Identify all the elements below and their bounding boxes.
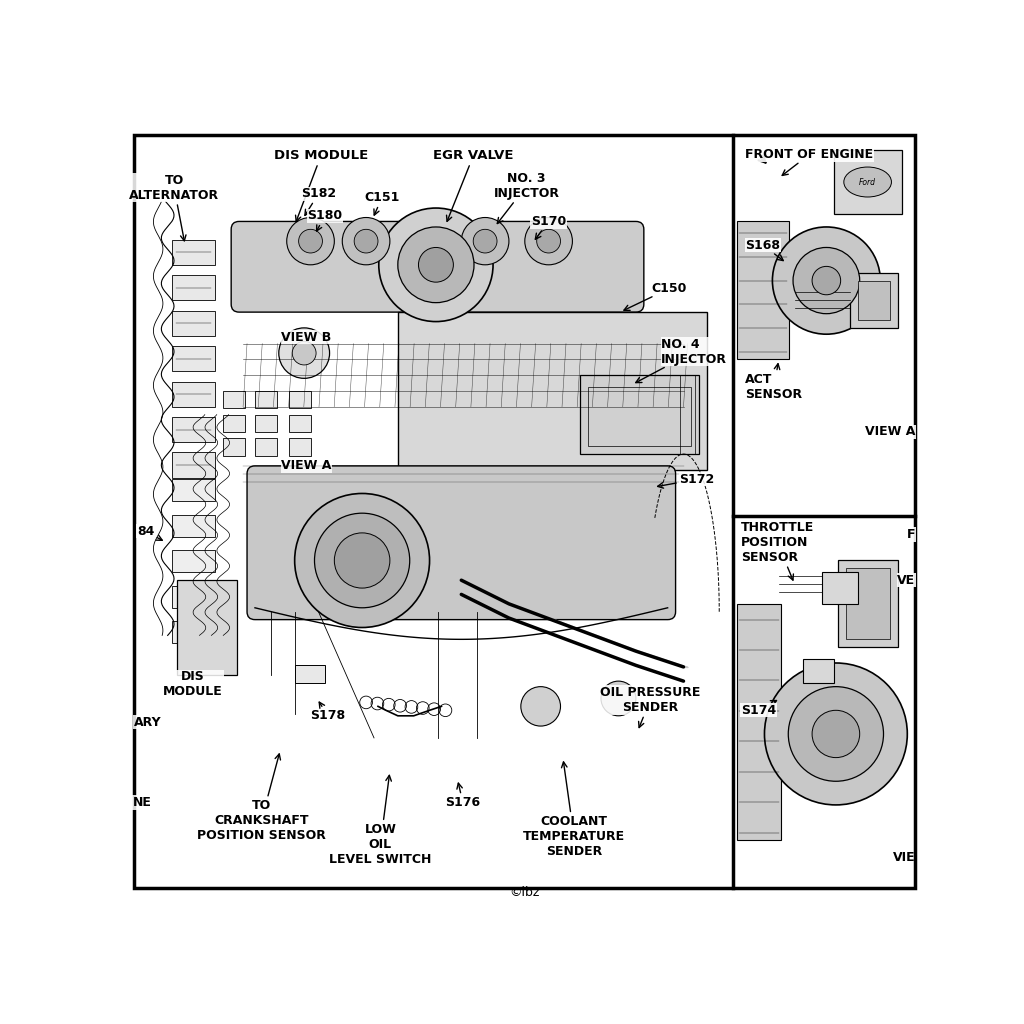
- Bar: [858, 281, 890, 319]
- Text: S176: S176: [445, 783, 480, 809]
- Bar: [289, 391, 311, 409]
- Circle shape: [397, 227, 474, 303]
- Bar: [850, 272, 898, 328]
- Bar: [172, 346, 215, 372]
- Bar: [255, 391, 278, 409]
- Circle shape: [287, 217, 334, 265]
- Bar: [172, 622, 215, 643]
- Text: C151: C151: [365, 191, 399, 215]
- Text: S178: S178: [310, 702, 345, 722]
- Text: NO. 4
INJECTOR: NO. 4 INJECTOR: [636, 338, 727, 383]
- Text: S174: S174: [740, 700, 776, 717]
- Bar: [846, 568, 890, 639]
- Bar: [172, 275, 215, 300]
- Bar: [822, 572, 858, 604]
- Bar: [172, 479, 215, 502]
- Text: S182: S182: [301, 187, 336, 215]
- Circle shape: [419, 248, 454, 283]
- Text: ARY: ARY: [134, 716, 162, 729]
- Text: VIE: VIE: [893, 851, 915, 864]
- Bar: [172, 515, 215, 537]
- Text: VIEW B: VIEW B: [282, 331, 332, 344]
- Bar: [835, 151, 902, 214]
- Text: S180: S180: [307, 210, 342, 231]
- Text: DIS
MODULE: DIS MODULE: [163, 671, 223, 698]
- Text: DIS MODULE: DIS MODULE: [273, 150, 368, 221]
- Bar: [172, 310, 215, 336]
- Circle shape: [379, 208, 494, 322]
- Text: Ford: Ford: [859, 177, 877, 186]
- Text: C150: C150: [624, 282, 687, 310]
- Circle shape: [812, 266, 841, 295]
- Bar: [839, 560, 898, 647]
- Circle shape: [461, 217, 509, 265]
- Circle shape: [793, 248, 860, 313]
- Text: VE: VE: [897, 573, 915, 587]
- Text: COOLANT
TEMPERATURE
SENDER: COOLANT TEMPERATURE SENDER: [523, 762, 625, 858]
- Bar: [172, 240, 215, 265]
- Bar: [255, 415, 278, 432]
- Text: NE: NE: [133, 796, 152, 809]
- Circle shape: [279, 328, 330, 378]
- Bar: [223, 438, 246, 456]
- Text: ACT
SENSOR: ACT SENSOR: [745, 364, 803, 401]
- Circle shape: [812, 711, 860, 758]
- Text: EGR VALVE: EGR VALVE: [433, 150, 513, 221]
- Bar: [177, 581, 237, 675]
- Text: 84: 84: [137, 525, 162, 541]
- Bar: [255, 438, 278, 456]
- Bar: [223, 391, 246, 409]
- Bar: [737, 604, 781, 841]
- Text: F: F: [906, 528, 915, 541]
- Text: S170: S170: [531, 215, 566, 240]
- Text: S172: S172: [657, 473, 715, 488]
- Bar: [737, 221, 790, 359]
- FancyBboxPatch shape: [247, 466, 676, 620]
- Bar: [223, 415, 246, 432]
- Circle shape: [525, 217, 572, 265]
- Circle shape: [537, 229, 560, 253]
- Text: VIEW A: VIEW A: [865, 425, 915, 438]
- Text: TO
ALTERNATOR: TO ALTERNATOR: [129, 173, 219, 241]
- Text: TO
CRANKSHAFT
POSITION SENSOR: TO CRANKSHAFT POSITION SENSOR: [197, 754, 326, 842]
- Bar: [172, 453, 215, 477]
- Bar: [295, 666, 325, 683]
- Bar: [172, 586, 215, 608]
- Circle shape: [342, 217, 390, 265]
- Ellipse shape: [844, 167, 892, 197]
- Circle shape: [334, 532, 390, 588]
- Text: LOW
OIL
LEVEL SWITCH: LOW OIL LEVEL SWITCH: [329, 775, 431, 866]
- Bar: [397, 312, 708, 470]
- Text: ©lbz: ©lbz: [510, 886, 540, 899]
- Bar: [172, 417, 215, 442]
- Text: FRONT OF ENGINE: FRONT OF ENGINE: [745, 147, 873, 175]
- Circle shape: [292, 341, 316, 365]
- FancyBboxPatch shape: [231, 221, 644, 312]
- Bar: [289, 438, 311, 456]
- Bar: [803, 659, 835, 683]
- Bar: [581, 375, 699, 454]
- Text: NO. 3
INJECTOR: NO. 3 INJECTOR: [494, 172, 559, 223]
- Circle shape: [354, 229, 378, 253]
- Bar: [588, 387, 691, 446]
- Circle shape: [765, 663, 907, 805]
- Circle shape: [314, 513, 410, 608]
- Text: OIL PRESSURE
SENDER: OIL PRESSURE SENDER: [600, 686, 700, 728]
- Circle shape: [473, 229, 497, 253]
- Circle shape: [299, 229, 323, 253]
- Text: THROTTLE
POSITION
SENSOR: THROTTLE POSITION SENSOR: [740, 521, 814, 581]
- Circle shape: [521, 687, 560, 726]
- Bar: [172, 550, 215, 572]
- Circle shape: [601, 681, 636, 716]
- Bar: [172, 382, 215, 407]
- Circle shape: [788, 687, 884, 781]
- Bar: [289, 415, 311, 432]
- Text: VIEW A: VIEW A: [282, 460, 332, 472]
- Text: S168: S168: [745, 239, 783, 260]
- Circle shape: [295, 494, 430, 628]
- Circle shape: [772, 227, 881, 334]
